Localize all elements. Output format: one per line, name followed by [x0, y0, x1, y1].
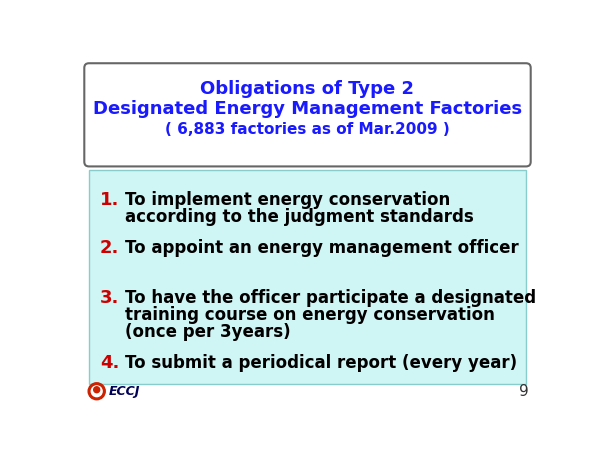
Text: To submit a periodical report (every year): To submit a periodical report (every yea… [125, 354, 517, 372]
Text: according to the judgment standards: according to the judgment standards [125, 208, 474, 226]
Text: training course on energy conservation: training course on energy conservation [125, 306, 495, 324]
Text: 2.: 2. [100, 239, 119, 257]
Text: 9: 9 [518, 384, 529, 399]
Text: (once per 3years): (once per 3years) [125, 323, 291, 341]
Text: 1.: 1. [100, 191, 119, 209]
Text: Obligations of Type 2: Obligations of Type 2 [200, 80, 415, 98]
FancyBboxPatch shape [84, 63, 531, 166]
Circle shape [91, 386, 102, 396]
Circle shape [94, 387, 100, 393]
Text: Designated Energy Management Factories: Designated Energy Management Factories [93, 100, 522, 118]
Text: 4.: 4. [100, 354, 119, 372]
Text: To appoint an energy management officer: To appoint an energy management officer [125, 239, 519, 257]
FancyBboxPatch shape [89, 170, 526, 383]
Text: ECCJ: ECCJ [109, 385, 140, 398]
Text: 3.: 3. [100, 289, 119, 307]
Text: ( 6,883 factories as of Mar.2009 ): ( 6,883 factories as of Mar.2009 ) [165, 122, 450, 137]
Text: To implement energy conservation: To implement energy conservation [125, 191, 451, 209]
Circle shape [88, 383, 105, 400]
Text: To have the officer participate a designated: To have the officer participate a design… [125, 289, 536, 307]
